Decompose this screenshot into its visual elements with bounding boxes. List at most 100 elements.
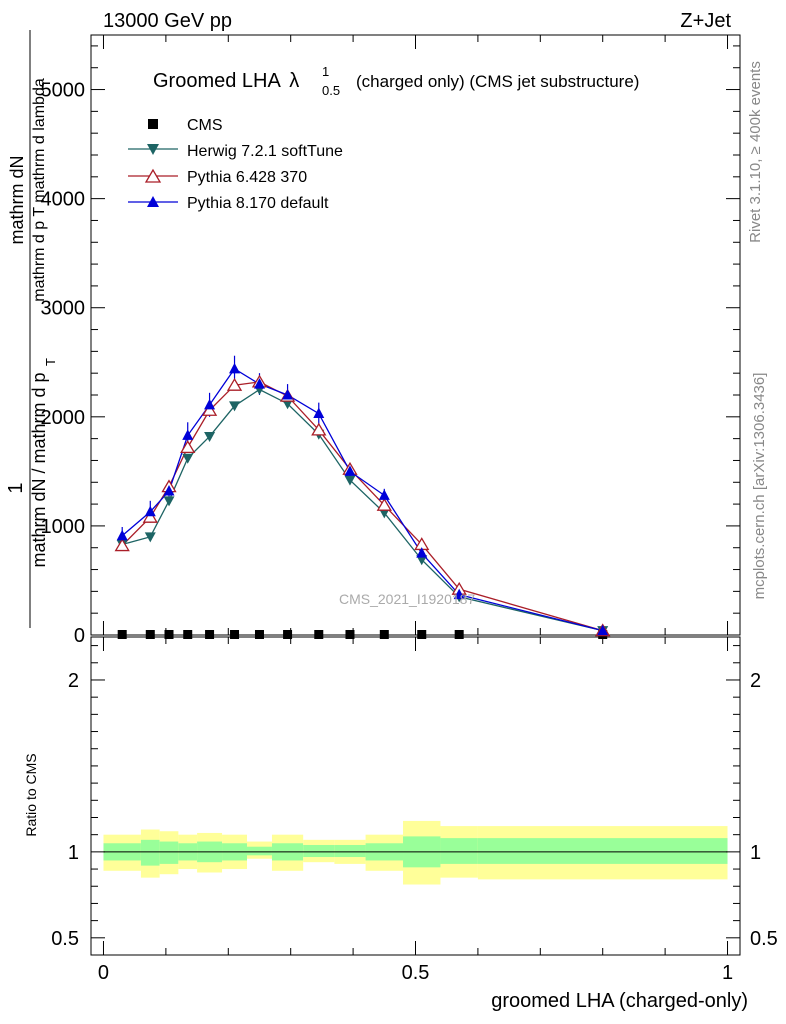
ratio-xtick-label: 1 xyxy=(722,962,733,984)
ratio-inner-band xyxy=(159,841,179,864)
herwig-point xyxy=(144,532,156,543)
pythia8-point xyxy=(453,588,465,600)
cms-point xyxy=(454,630,464,639)
main-title: Groomed LHA λ xyxy=(153,70,299,92)
cms-point xyxy=(379,630,389,639)
main-ytick-label: 4000 xyxy=(41,189,86,211)
legend-herwig: Herwig 7.2.1 softTune xyxy=(128,143,343,160)
main-ytick-label: 1000 xyxy=(41,516,86,538)
ratio-ytick-label: 2 xyxy=(68,670,79,692)
legend-pythia6-label: Pythia 6.428 370 xyxy=(187,169,307,186)
cms-point xyxy=(345,630,355,639)
ratio-inner-band xyxy=(334,844,366,858)
pythia6-point xyxy=(226,377,243,391)
legend-pythia8: Pythia 8.170 default xyxy=(128,195,329,212)
watermark: CMS_2021_I1920187 xyxy=(339,591,475,607)
ratio-ytick-label: 1 xyxy=(68,842,79,864)
herwig-point xyxy=(229,401,241,412)
ratio-plot: 0.5 0.5 1 1 2 2 0 0.5 1 xyxy=(51,636,778,984)
legend-pythia6-marker xyxy=(144,168,162,183)
cms-point xyxy=(145,630,155,639)
legend-cms: CMS xyxy=(148,117,223,134)
main-plot: 0 1000 2000 3000 4000 5000 xyxy=(41,34,741,647)
main-title-suffix: (charged only) (CMS jet substructure) xyxy=(356,72,639,91)
ylabel-fraction-upper-sub: mathrm d p T mathrm d lambda xyxy=(31,78,48,302)
cms-point xyxy=(205,630,215,639)
pythia6-point xyxy=(114,538,130,552)
ylabel-fraction-lower-sub: T xyxy=(43,358,58,366)
pythia6-point xyxy=(201,402,218,416)
ratio-ytick-label: 0.5 xyxy=(51,928,79,950)
legend-pythia8-label: Pythia 8.170 default xyxy=(187,195,329,212)
ratio-inner-band xyxy=(440,838,478,864)
pythia8-point xyxy=(116,529,128,541)
legend-cms-marker xyxy=(148,119,158,129)
pythia8-point xyxy=(282,389,294,400)
herwig-point xyxy=(182,453,194,464)
ratio-ylabel: Ratio to CMS xyxy=(23,753,39,836)
herwig-point xyxy=(204,431,216,442)
ratio-xtick-label: 0 xyxy=(98,962,109,984)
series-line-3 xyxy=(121,367,603,632)
pythia8-point xyxy=(313,407,325,419)
pythia8-point xyxy=(182,429,194,440)
legend-cms-label: CMS xyxy=(187,117,223,134)
pythia8-point xyxy=(204,398,216,410)
pythia8-point xyxy=(163,485,175,496)
main-ytick-label: 3000 xyxy=(41,298,86,320)
main-ytick-label: 2000 xyxy=(41,407,86,429)
main-title-text: Groomed LHA xyxy=(153,70,281,92)
cms-point xyxy=(183,630,193,639)
legend-herwig-label: Herwig 7.2.1 softTune xyxy=(187,143,343,160)
pythia8-point xyxy=(416,547,428,558)
ratio-inner-band xyxy=(140,839,160,866)
herwig-point xyxy=(344,475,356,486)
ratio-xtick-label: 0.5 xyxy=(402,962,430,984)
cms-point xyxy=(314,630,324,639)
pythia6-point xyxy=(180,440,196,454)
pythia8-point xyxy=(253,378,265,389)
ylabel-one: 1 xyxy=(5,482,27,493)
header-left: 13000 GeV pp xyxy=(103,10,232,32)
pythia8-point xyxy=(144,505,156,517)
ratio-ytick-label-right: 0.5 xyxy=(750,928,778,950)
main-title-sup: 1 xyxy=(322,64,329,79)
legend: CMS Herwig 7.2.1 softTune Pythia 6.428 3… xyxy=(128,117,343,212)
rivet-label: Rivet 3.1.10, ≥ 400k events xyxy=(747,61,764,243)
pythia8-point xyxy=(344,465,356,476)
cms-point xyxy=(417,630,427,639)
main-title-sub: 0.5 xyxy=(322,83,340,98)
ratio-ytick-label-right: 1 xyxy=(750,842,761,864)
header-right: Z+Jet xyxy=(680,10,731,32)
main-data xyxy=(114,355,611,639)
legend-pythia8-marker xyxy=(147,196,159,207)
ratio-inner-band xyxy=(477,838,728,864)
main-ytick-label: 5000 xyxy=(41,80,86,102)
cms-point xyxy=(117,630,127,639)
ylabel-fraction-lower: mathrm dN / mathrm d p xyxy=(29,372,49,567)
cms-point xyxy=(283,630,293,639)
main-title-symbol: λ xyxy=(289,70,299,92)
herwig-point xyxy=(416,555,428,566)
main-ytick-label: 0 xyxy=(74,625,85,647)
ratio-inner-band xyxy=(303,844,335,858)
cms-point xyxy=(164,630,174,639)
legend-pythia6: Pythia 6.428 370 xyxy=(128,168,307,186)
main-ylabel: 1 mathrm dN mathrm d p T mathrm d lambda… xyxy=(5,30,58,628)
x-axis-label: groomed LHA (charged-only) xyxy=(491,990,748,1012)
ratio-inner-band xyxy=(247,846,272,856)
herwig-point xyxy=(163,496,175,507)
cms-point xyxy=(254,630,264,639)
ratio-ytick-label-right: 2 xyxy=(750,670,761,692)
pythia6-point xyxy=(311,422,327,436)
pythia6-point xyxy=(376,497,392,511)
ratio-frame xyxy=(90,636,741,956)
cms-point xyxy=(230,630,240,639)
pythia8-point xyxy=(378,489,390,500)
pythia6-point xyxy=(142,509,158,523)
legend-herwig-marker xyxy=(147,144,159,155)
pythia8-point xyxy=(597,624,609,636)
mcplots-label: mcplots.cern.ch [arXiv:1306.3436] xyxy=(751,373,768,600)
pythia8-point xyxy=(229,362,241,374)
